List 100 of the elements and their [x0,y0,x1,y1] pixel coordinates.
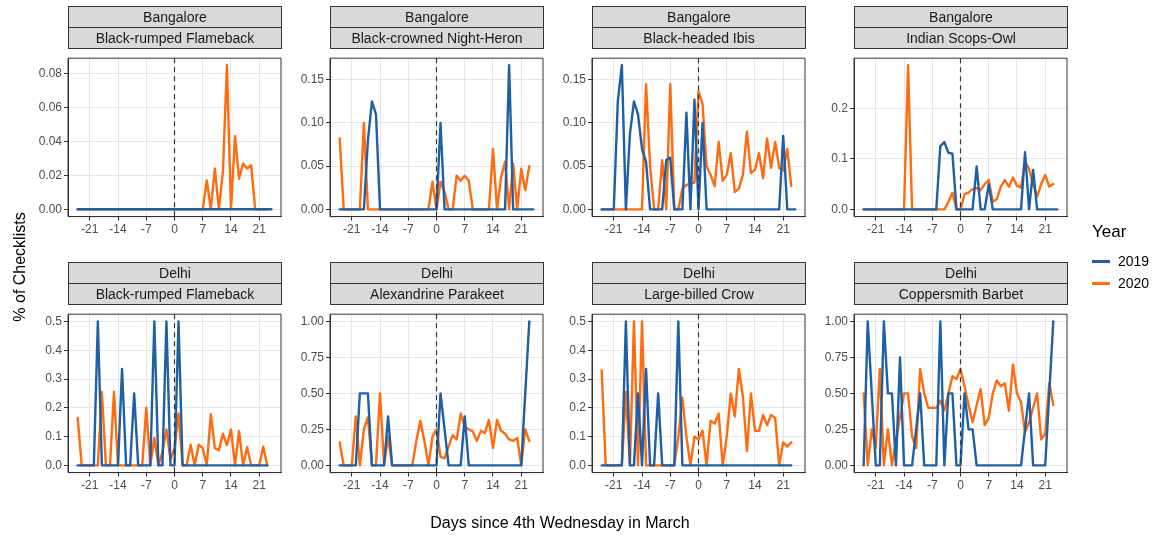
x-tick-label: -14 [633,222,652,237]
y-tick-label: 0.00 [300,457,325,472]
x-tick-label: 14 [1010,222,1024,237]
x-tick-label: 7 [723,478,731,493]
y-tick-label: 0.0 [569,457,587,472]
chart-subtitle: Black-rumped Flameback [68,283,282,305]
x-tick-label: 14 [748,478,762,493]
y-tick-label: 0.08 [38,65,63,80]
y-tick-label: 0.00 [38,201,63,216]
x-tick-label: 7 [199,222,207,237]
x-tick-label: 0 [171,478,179,493]
x-tick-label: -21 [343,478,361,493]
x-tick-label: 21 [514,478,529,493]
x-tick-label: -14 [371,478,390,493]
y-tick-label: 0.04 [38,133,63,148]
x-tick-label: 7 [199,478,207,493]
x-tick-label: -7 [664,222,676,237]
y-tick-label: 0.1 [569,428,587,443]
x-tick-label: -21 [81,478,99,493]
x-tick-label: 7 [461,478,469,493]
x-tick-label: 7 [985,478,993,493]
x-tick-label: -21 [605,222,623,237]
x-tick-label: 0 [957,478,965,493]
x-tick-label: -7 [926,478,938,493]
y-tick-label: 0.05 [300,158,325,173]
legend-label: 2020 [1118,275,1150,291]
y-tick-label: 0.3 [45,371,63,386]
x-tick-label: -7 [402,222,414,237]
x-tick-label: 21 [252,222,267,237]
x-tick-label: -21 [867,222,885,237]
x-tick-label: -14 [371,222,390,237]
y-tick-label: 0.10 [562,115,587,130]
x-tick-label: -7 [926,222,938,237]
y-tick-label: 0.05 [562,158,587,173]
y-axis-title: % of Checklists [11,211,29,324]
y-tick-label: 0.75 [824,349,849,364]
x-tick-label: 0 [957,222,965,237]
x-tick-label: -14 [633,478,652,493]
x-tick-label: -14 [109,222,128,237]
y-tick-label: 0.15 [300,72,325,87]
x-tick-label: -21 [867,478,885,493]
y-tick-label: 0.2 [569,400,587,415]
x-tick-label: -21 [605,478,623,493]
chart-subtitle: Coppersmith Barbet [854,283,1068,305]
y-tick-label: 0.75 [300,349,325,364]
chart-subtitle: Black-rumped Flameback [68,27,282,49]
y-tick-label: 0.1 [45,428,63,443]
chart-subtitle: Black-headed Ibis [592,27,806,49]
chart-title: Delhi [854,262,1068,283]
y-tick-label: 0.10 [300,115,325,130]
y-tick-label: 0.2 [831,100,849,115]
x-tick-label: 7 [723,222,731,237]
x-tick-label: 14 [748,222,762,237]
y-tick-label: 1.00 [824,313,849,328]
x-tick-label: 0 [695,222,703,237]
x-tick-label: -7 [402,478,414,493]
x-tick-label: 7 [985,222,993,237]
y-tick-label: 0.06 [38,99,63,114]
x-tick-label: 14 [486,222,500,237]
y-tick-label: 0.50 [824,385,849,400]
y-tick-label: 0.4 [569,342,587,357]
y-tick-label: 0.25 [824,421,849,436]
chart-subtitle: Indian Scops-Owl [854,27,1068,49]
x-tick-label: 0 [433,478,441,493]
x-tick-label: 21 [252,478,267,493]
x-tick-label: 7 [461,222,469,237]
x-tick-label: -21 [343,222,361,237]
x-tick-label: -7 [140,222,152,237]
x-tick-label: -7 [664,478,676,493]
x-tick-label: 21 [776,222,791,237]
legend-title: Year [1092,222,1128,242]
y-tick-label: 0.00 [300,201,325,216]
x-tick-label: 21 [514,222,529,237]
x-tick-label: 14 [224,478,238,493]
x-tick-label: -14 [895,222,914,237]
y-tick-label: 0.2 [45,400,63,415]
chart-title: Bangalore [68,6,282,27]
chart-title: Delhi [592,262,806,283]
legend-label: 2019 [1118,253,1150,269]
y-tick-label: 0.15 [562,72,587,87]
x-tick-label: 0 [171,222,179,237]
y-tick-label: 0.00 [562,201,587,216]
x-tick-label: -14 [109,478,128,493]
chart-title: Delhi [68,262,282,283]
y-tick-label: 0.25 [300,421,325,436]
y-tick-label: 0.4 [45,342,63,357]
y-tick-label: 0.0 [831,201,849,216]
x-tick-label: -14 [895,478,914,493]
y-tick-label: 1.00 [300,313,325,328]
x-tick-label: 14 [224,222,238,237]
y-tick-label: 0.50 [300,385,325,400]
chart-subtitle: Large-billed Crow [592,283,806,305]
x-tick-label: 21 [1038,478,1053,493]
x-tick-label: -21 [81,222,99,237]
y-tick-label: 0.00 [824,457,849,472]
chart-title: Bangalore [854,6,1068,27]
y-tick-label: 0.02 [38,167,63,182]
x-tick-label: 21 [776,478,791,493]
chart-subtitle: Alexandrine Parakeet [330,283,544,305]
x-tick-label: 14 [486,478,500,493]
